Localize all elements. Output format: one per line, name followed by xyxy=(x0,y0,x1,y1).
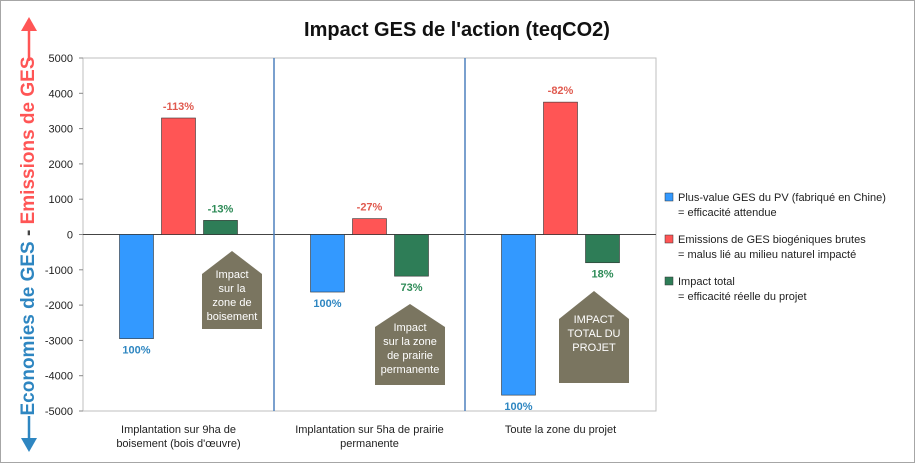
y-tick-label: -2000 xyxy=(45,300,73,312)
data-label: -27% xyxy=(357,202,383,214)
legend-swatch xyxy=(664,234,674,244)
data-label: -82% xyxy=(548,85,574,97)
annotation-text: sur la xyxy=(219,283,247,295)
annotation-text: zone de xyxy=(212,297,251,309)
legend-entry: Plus-value GES du PV (fabriqué en Chine) xyxy=(678,192,886,204)
side-label-separator: - xyxy=(18,224,39,236)
y-tick-label: 0 xyxy=(67,230,73,242)
annotation-text: permanente xyxy=(381,364,440,376)
data-label: 73% xyxy=(400,282,422,294)
annotation-shape xyxy=(559,291,629,383)
x-tick-label: permanente xyxy=(340,438,399,450)
annotation-text: Impact xyxy=(215,269,248,281)
annotation-text: PROJET xyxy=(572,342,616,354)
y-tick-label: 1000 xyxy=(49,194,73,206)
y-tick-label: 4000 xyxy=(49,88,73,100)
chart-title: Impact GES de l'action (teqCO2) xyxy=(304,19,610,41)
x-tick-label: Implantation sur 5ha de prairie xyxy=(295,424,444,436)
side-label-bottom: Economies de GES xyxy=(18,236,39,416)
bar-3 xyxy=(394,234,429,277)
x-tick-label: Toute la zone du projet xyxy=(505,424,616,436)
data-label: -113% xyxy=(163,101,194,113)
data-label: -13% xyxy=(208,203,234,215)
bar-3 xyxy=(585,234,620,264)
legend-swatch xyxy=(664,192,674,202)
data-label: 18% xyxy=(591,269,613,281)
annotation-text: boisement xyxy=(207,311,258,323)
side-label-group: Economies de GES - Emissions de GES xyxy=(18,56,39,415)
data-label: 100% xyxy=(122,345,150,357)
down-arrow-head xyxy=(21,438,37,452)
bar-1 xyxy=(501,234,536,396)
legend-entry-sub: = efficacité attendue xyxy=(678,207,777,219)
bar-1 xyxy=(310,234,345,293)
side-label-top: Emissions de GES xyxy=(18,56,39,224)
annotation-shape xyxy=(202,251,262,329)
annotation-shape xyxy=(375,304,445,385)
bar-1 xyxy=(119,234,154,339)
annotation-text: Impact xyxy=(393,322,426,334)
y-tick-label: -1000 xyxy=(45,265,73,277)
annotation-text: de prairie xyxy=(387,350,433,362)
up-arrow-head xyxy=(21,17,37,31)
legend-entry: Impact total xyxy=(678,276,735,288)
legend-swatch xyxy=(664,276,674,286)
x-tick-label: Implantation sur 9ha de xyxy=(121,424,236,436)
legend-entry-sub: = malus lié au milieu naturel impacté xyxy=(678,249,856,261)
y-tick-label: -4000 xyxy=(45,371,73,383)
annotation-text: sur la zone xyxy=(383,336,437,348)
bar-2 xyxy=(352,218,387,235)
bar-3 xyxy=(203,220,238,235)
y-tick-label: 2000 xyxy=(49,159,73,171)
legend-entry-sub: = efficacité réelle du projet xyxy=(678,291,807,303)
y-tick-label: -5000 xyxy=(45,406,73,418)
bar-2 xyxy=(161,117,196,235)
data-label: 100% xyxy=(313,298,341,310)
annotation-text: IMPACT xyxy=(574,314,615,326)
data-label: 100% xyxy=(504,401,532,413)
x-tick-label: boisement (bois d'œuvre) xyxy=(116,438,240,450)
y-tick-label: 5000 xyxy=(49,53,73,65)
side-label: Economies de GES - Emissions de GES xyxy=(18,56,39,415)
y-tick-label: 3000 xyxy=(49,124,73,136)
bar-2 xyxy=(543,101,578,235)
legend-entry: Emissions de GES biogéniques brutes xyxy=(678,234,866,246)
y-tick-label: -3000 xyxy=(45,335,73,347)
annotation-text: TOTAL DU xyxy=(568,328,621,340)
